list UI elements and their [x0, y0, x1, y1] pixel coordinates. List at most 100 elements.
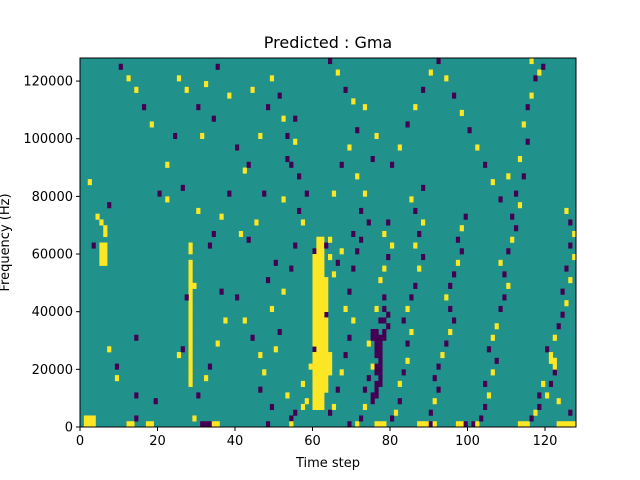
heatmap-cell	[545, 392, 550, 399]
heatmap-cell	[436, 386, 441, 393]
x-tick-label: 40	[227, 434, 244, 449]
heatmap-cell	[103, 242, 108, 249]
y-tick-label: 60000	[32, 248, 73, 263]
heatmap-cell	[328, 357, 333, 364]
heatmap-cell	[498, 196, 503, 203]
heatmap-cell	[188, 305, 193, 312]
heatmap-cell	[378, 380, 383, 387]
heatmap-cell	[463, 421, 468, 428]
heatmap-cell	[386, 323, 391, 330]
heatmap-cell	[452, 271, 457, 278]
heatmap-cell	[246, 161, 251, 168]
heatmap-cell	[324, 282, 329, 289]
heatmap-cell	[153, 398, 158, 405]
heatmap-cell	[510, 236, 515, 243]
heatmap-cell	[320, 265, 325, 272]
heatmap-cell	[390, 415, 395, 422]
heatmap-cell	[262, 369, 267, 376]
heatmap-cell	[374, 392, 379, 399]
heatmap-cell	[188, 265, 193, 272]
heatmap-cell	[320, 328, 325, 336]
heatmap-cell	[428, 409, 433, 416]
heatmap-cell	[320, 236, 325, 243]
heatmap-cell	[293, 115, 298, 122]
heatmap-cell	[300, 403, 306, 411]
heatmap-cell	[126, 421, 131, 428]
heatmap-cell	[510, 213, 515, 220]
y-tick-label: 20000	[32, 363, 73, 378]
heatmap-cell	[370, 156, 375, 163]
heatmap-cell	[103, 254, 108, 261]
heatmap-cell	[312, 300, 317, 307]
heatmap-cell	[320, 386, 325, 393]
heatmap-cell	[320, 288, 325, 295]
plot-area	[79, 57, 577, 428]
heatmap-cell	[351, 230, 356, 238]
heatmap-cell	[99, 242, 104, 249]
heatmap-cell	[312, 369, 317, 376]
x-tick-label: 120	[533, 434, 558, 449]
heatmap-cell	[378, 277, 383, 284]
heatmap-cell	[246, 236, 251, 243]
heatmap-cell	[556, 323, 561, 330]
heatmap-cell	[459, 225, 464, 232]
heatmap-cell	[525, 138, 530, 145]
heatmap-cell	[455, 236, 461, 243]
heatmap-cell	[188, 323, 193, 330]
heatmap-cell	[324, 242, 329, 249]
heatmap-cell	[173, 132, 178, 140]
heatmap-cell	[405, 121, 410, 128]
heatmap-cell	[533, 75, 538, 82]
heatmap-cell	[324, 357, 329, 364]
heatmap-cell	[494, 323, 499, 330]
heatmap-cell	[188, 369, 193, 376]
heatmap-cell	[521, 121, 526, 128]
heatmap-cell	[378, 334, 383, 341]
heatmap-cell	[374, 363, 379, 370]
heatmap-cell	[374, 346, 379, 353]
heatmap-cell	[459, 109, 464, 116]
heatmap-cell	[316, 236, 321, 243]
heatmap-cell	[428, 421, 433, 428]
heatmap-cell	[521, 173, 526, 180]
heatmap-cell	[324, 352, 329, 359]
heatmap-cell	[99, 219, 104, 226]
heatmap-cell	[184, 294, 189, 301]
heatmap-cell	[188, 346, 193, 353]
heatmap-cell	[103, 259, 108, 266]
heatmap-cell	[397, 380, 402, 387]
heatmap-cell	[312, 248, 317, 255]
heatmap-cell	[149, 421, 154, 428]
heatmap-cell	[421, 254, 426, 261]
heatmap-cell	[382, 305, 387, 312]
heatmap-cell	[316, 323, 321, 330]
heatmap-cell	[362, 386, 368, 393]
heatmap-cell	[316, 311, 321, 318]
heatmap-cell	[316, 242, 321, 249]
heatmap-cell	[490, 369, 495, 376]
heatmap-cell	[308, 363, 313, 370]
x-tick-label: 0	[76, 434, 84, 449]
heatmap-cell	[312, 288, 317, 295]
heatmap-cell	[355, 173, 360, 180]
heatmap-cell	[316, 305, 321, 312]
heatmap-cell	[355, 127, 360, 134]
heatmap-cell	[324, 346, 329, 353]
heatmap-cell	[362, 190, 368, 197]
heatmap-cell	[130, 421, 135, 428]
heatmap-cell	[188, 375, 193, 382]
heatmap-cell	[568, 277, 573, 284]
heatmap-cell	[312, 334, 317, 341]
heatmap-cell	[250, 86, 255, 93]
heatmap-cell	[378, 375, 383, 382]
heatmap-cell	[374, 380, 379, 387]
heatmap-cell	[378, 369, 383, 376]
heatmap-cell	[87, 421, 92, 428]
heatmap-cell	[572, 421, 577, 428]
heatmap-cell	[545, 346, 550, 353]
heatmap-cell	[312, 346, 317, 353]
heatmap-cell	[316, 259, 321, 266]
heatmap-cell	[424, 421, 430, 428]
heatmap-cell	[107, 346, 112, 353]
